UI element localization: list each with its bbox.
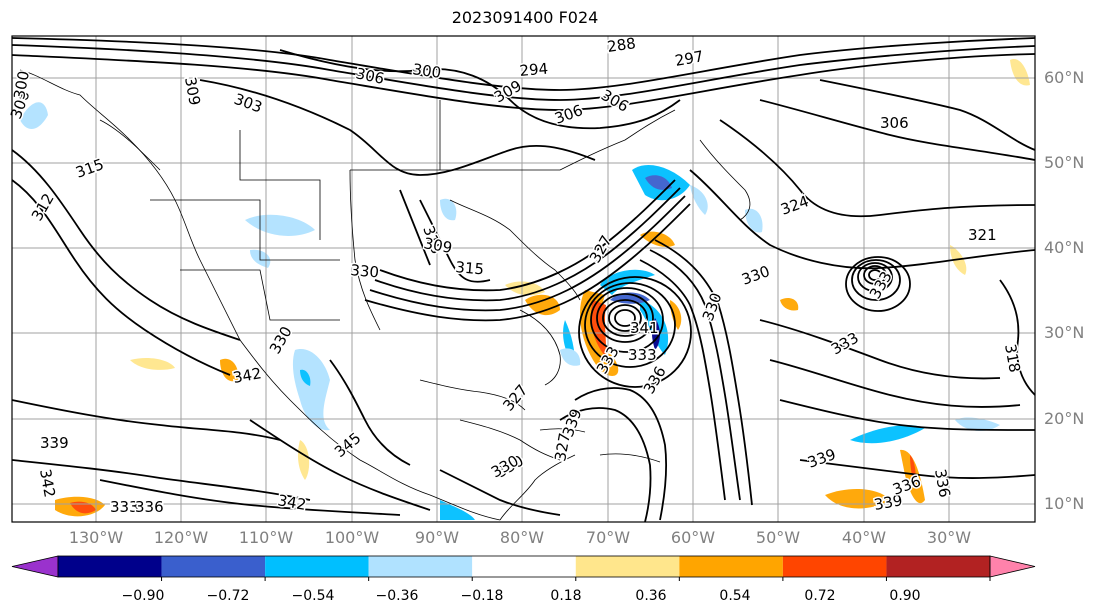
colorbar-tick-label: 0.36 xyxy=(635,588,667,604)
contours xyxy=(11,37,1036,523)
lon-label-90w: 90°W xyxy=(414,528,460,547)
lon-label-80w: 80°W xyxy=(499,528,545,547)
lon-label-60w: 60°W xyxy=(670,528,716,547)
lat-label-40n: 40°N xyxy=(1044,238,1085,257)
contour-label: 342 xyxy=(36,468,59,499)
lat-label-10n: 10°N xyxy=(1044,494,1085,513)
lat-label-20n: 20°N xyxy=(1044,409,1085,428)
colorbar-swatch xyxy=(575,556,680,577)
hurricane-contours xyxy=(578,276,692,388)
contour-label: 306 xyxy=(354,64,386,88)
colorbar-extend-max xyxy=(989,555,1036,578)
contour-label: 330 xyxy=(350,261,380,281)
colorbar-swatch xyxy=(368,556,473,577)
contour-label: 294 xyxy=(519,60,549,80)
contour-label: 333 xyxy=(628,346,657,364)
colorbar-tick-label: 0.72 xyxy=(804,588,836,604)
colorbar-tick-label: −0.54 xyxy=(291,588,335,604)
contour-label: 336 xyxy=(135,498,164,516)
colorbar-extend-min xyxy=(11,555,59,578)
contour-label: 306 xyxy=(880,114,909,132)
colorbar-tick-label: −0.36 xyxy=(375,588,419,604)
contour-label: 341 xyxy=(630,319,659,337)
colorbar-border xyxy=(57,555,991,578)
contour-label: 333 xyxy=(110,498,139,516)
lat-label-60n: 60°N xyxy=(1044,68,1085,87)
lon-label-50w: 50°W xyxy=(755,528,801,547)
colorbar-swatch xyxy=(886,556,990,577)
colorbar-swatch xyxy=(161,556,266,577)
colorbar-tick-label: 0.18 xyxy=(550,588,582,604)
graticule xyxy=(12,36,1035,522)
lon-label-130w: 130°W xyxy=(68,528,124,547)
lat-label-50n: 50°N xyxy=(1044,153,1085,172)
lon-label-120w: 120°W xyxy=(153,528,209,547)
colorbar xyxy=(11,555,1036,581)
contour-label: 339 xyxy=(40,434,69,452)
colorbar-tick-label: −0.90 xyxy=(121,588,165,604)
contour-label: 297 xyxy=(674,47,705,70)
coastlines xyxy=(19,69,751,521)
atlantic-low-contours xyxy=(845,256,911,312)
colorbar-tick-label: 0.90 xyxy=(889,588,921,604)
lon-label-30w: 30°W xyxy=(926,528,972,547)
colorbar-swatch xyxy=(782,556,887,577)
contour-label: 315 xyxy=(455,258,485,278)
map-title: 2023091400 F024 xyxy=(451,8,599,27)
contour-label: 321 xyxy=(968,226,997,244)
colorbar-tick-label: 0.54 xyxy=(719,588,751,604)
lon-label-100w: 100°W xyxy=(324,528,380,547)
lon-label-70w: 70°W xyxy=(585,528,631,547)
colorbar-swatch xyxy=(58,556,162,577)
colorbar-swatch xyxy=(265,556,369,577)
plot-frame xyxy=(11,35,1036,523)
colorbar-swatch xyxy=(472,556,576,577)
lat-label-30n: 30°N xyxy=(1044,323,1085,342)
colorbar-tick-label: −0.18 xyxy=(460,588,504,604)
lon-label-110w: 110°W xyxy=(238,528,294,547)
lon-label-40w: 40°W xyxy=(841,528,887,547)
colorbar-swatch xyxy=(679,556,783,577)
contour-label: 327 xyxy=(551,431,574,462)
colorbar-tick-label: −0.72 xyxy=(206,588,250,604)
